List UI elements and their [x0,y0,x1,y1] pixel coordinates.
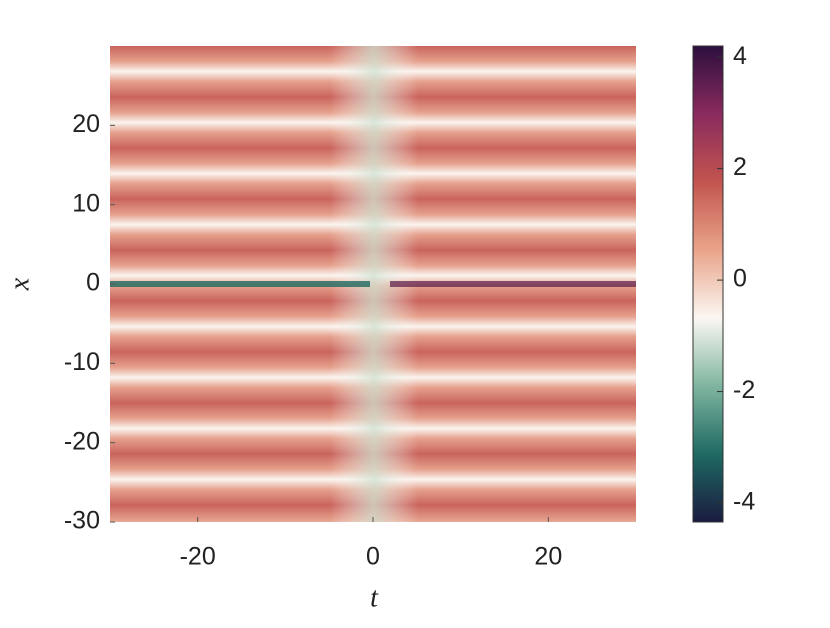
colorbar [692,45,724,523]
y-tick-label: 20 [72,110,100,138]
colorbar-tick-label: 0 [733,265,747,293]
y-tick-label: -10 [64,348,100,376]
heatmap [110,46,636,522]
y-tick-label: 0 [86,269,100,297]
x-tick-label: -20 [180,543,216,571]
y-tick-label: -20 [64,427,100,455]
colorbar-tick-label: -4 [733,488,755,516]
colorbar-tick-label: -2 [733,376,755,404]
y-tick-label: 10 [72,189,100,217]
y-axis-label: x [4,277,35,291]
x-tick-label: 0 [366,543,380,571]
x-axis-label: t [370,582,379,613]
y-tick-label: -30 [64,507,100,535]
x-tick-label: 20 [534,543,562,571]
colorbar-tick-label: 2 [733,153,747,181]
colorbar-tick-label: 4 [733,42,747,70]
